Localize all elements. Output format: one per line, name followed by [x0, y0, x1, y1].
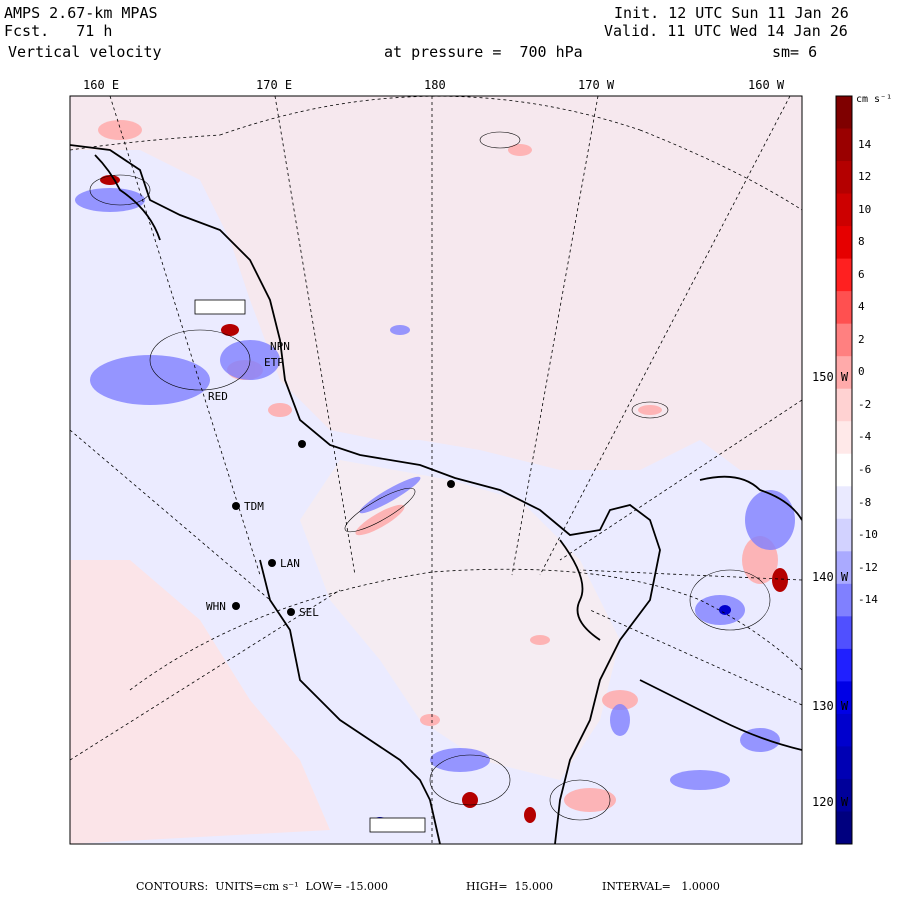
coastline [70, 144, 802, 844]
colorbar-tick-label: 0 [858, 365, 865, 379]
lon-label-170e: 170 E [256, 78, 293, 92]
lon-label-170w: 170 W [578, 78, 615, 92]
colorbar-swatch [836, 323, 852, 357]
header-model: AMPS 2.67-km MPAS [4, 4, 158, 22]
colorbar-swatch [836, 258, 852, 292]
station-dot-sel [287, 608, 295, 616]
colorbar-tick-label: -2 [858, 397, 872, 411]
station-label-tdm: TDM [244, 500, 264, 513]
sea-ice-shelf-pink [70, 96, 802, 470]
colorbar-tick-label: -6 [858, 463, 872, 476]
colorbar-swatch [836, 161, 852, 195]
right-lon-120w: 120 W [812, 795, 849, 809]
colorbar-swatch [836, 356, 852, 390]
colorbar-frame [835, 95, 853, 845]
colorbar-tick-label: -12 [858, 560, 878, 574]
station-dot-npn [298, 440, 306, 448]
station-label-npn: NPN [270, 340, 290, 353]
ross-region [300, 460, 620, 780]
colorbar-tick-label: 4 [858, 300, 865, 314]
colorbar-swatch [836, 453, 852, 487]
colorbar-tick-label: 8 [858, 235, 865, 249]
station-label-lan: LAN [280, 557, 300, 570]
colorbar-tick-label: 6 [858, 267, 865, 281]
station-label-red: RED [208, 390, 228, 403]
plot-frame [69, 95, 803, 845]
colorbar-swatch [836, 128, 852, 162]
colorbar-swatch [836, 746, 852, 780]
colorbar-swatch [836, 648, 852, 682]
colorbar-swatch [836, 226, 852, 260]
colorbar-swatch [836, 291, 852, 325]
header-init: Init. 12 UTC Sun 11 Jan 26 [614, 4, 849, 22]
right-lon-140w: 140 W [812, 570, 849, 584]
right-lon-130w: 130 W [812, 699, 849, 713]
colorbar-swatch [836, 778, 852, 812]
header-valid: Valid. 11 UTC Wed 14 Jan 26 [604, 22, 848, 40]
colorbar-tick-label: -8 [858, 495, 872, 509]
footer-high: HIGH= 15.000 [466, 880, 554, 893]
downward-motion-patches [75, 188, 795, 790]
colorbar-swatch [836, 616, 852, 650]
footer-contours: CONTOURS: UNITS=cm s⁻¹ LOW= -15.000 [136, 880, 389, 893]
colorbar-swatch [836, 551, 852, 585]
colorbar-swatch [836, 486, 852, 520]
header-field: Vertical velocity [8, 43, 162, 61]
header-level: at pressure = 700 hPa [384, 43, 583, 61]
station-labels [194, 299, 426, 833]
ross-ice-shelf-pink [70, 560, 330, 844]
colorbar-tick-label: -10 [858, 528, 878, 542]
colorbar-swatch [836, 583, 852, 617]
station-markers [232, 440, 455, 616]
lon-label-160e: 160 E [83, 78, 120, 92]
colorbar-tick-label: 12 [858, 170, 872, 184]
lon-label-180: 180 [424, 78, 446, 92]
colorbar-swatch [836, 713, 852, 747]
colorbar-units: cm s⁻¹ [856, 94, 893, 105]
station-label-sel: SEL [299, 606, 319, 619]
colorbar-tick-label: -4 [858, 430, 872, 444]
station-label-whn: WHN [206, 600, 226, 613]
colorbar-swatch [836, 388, 852, 422]
colorbar-tick-label: 2 [858, 332, 865, 346]
colorbar-swatch [836, 421, 852, 455]
colorbar [835, 95, 853, 845]
header-forecast: Fcst. 71 h [4, 22, 113, 40]
colorbar-swatch [836, 811, 852, 845]
station-text: TDM LAN WHN SEL RED NPN ETP [206, 340, 319, 619]
colorbar-swatch [836, 518, 852, 552]
lon-label-160w: 160 W [748, 78, 785, 92]
station-label-etp: ETP [264, 356, 284, 369]
station-dot-spole [447, 480, 455, 488]
station-dot-tdm [232, 502, 240, 510]
colorbar-tick-label: 14 [858, 137, 872, 151]
colorbar-swatch [836, 96, 852, 130]
strong-upward-cores [100, 175, 788, 823]
colorbar-swatch [836, 681, 852, 715]
colorbar-swatch [836, 193, 852, 227]
contour-lines [89, 131, 771, 821]
colorbar-tick-label: -14 [858, 593, 878, 607]
plot-area [70, 96, 802, 844]
footer-interval: INTERVAL= 1.0000 [602, 880, 720, 893]
colorbar-tick-label: 10 [858, 202, 872, 216]
station-dot-lan [268, 559, 276, 567]
header-smoothing: sm= 6 [772, 43, 818, 61]
right-lon-150w: 150 W [812, 370, 849, 384]
station-dot-whn [232, 602, 240, 610]
